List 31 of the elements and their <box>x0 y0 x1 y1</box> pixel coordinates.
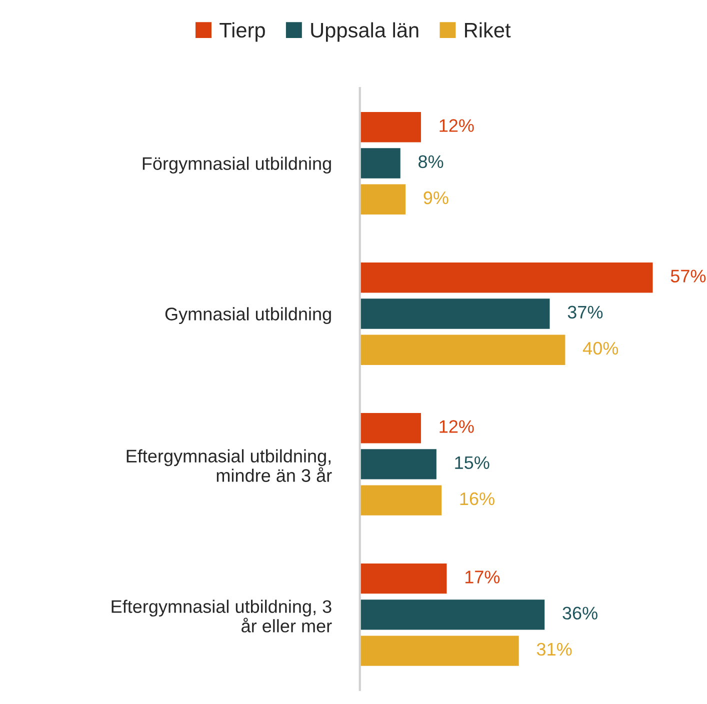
bar <box>360 333 567 366</box>
y-tick-label: Gymnasial utbildning <box>165 307 331 324</box>
bar <box>360 562 448 596</box>
y-tick-label: Eftergymnasial utbildning, mindre än 3 år <box>126 449 332 482</box>
data-label: 36% <box>562 606 598 620</box>
legend-label: Tierp <box>220 22 265 42</box>
data-label: 12% <box>440 420 474 433</box>
data-label: 16% <box>460 492 494 506</box>
legend-label: Riket <box>465 22 511 38</box>
bar <box>360 182 407 216</box>
y-tick-label: Eftergymnasial utbildning, 3 år eller mer <box>112 600 332 632</box>
legend-label: Uppsala län <box>311 22 418 42</box>
bar <box>360 110 422 144</box>
bar <box>360 448 438 481</box>
bar <box>360 146 402 180</box>
data-label: 37% <box>568 306 603 319</box>
data-label: 15% <box>455 456 490 470</box>
data-label: 9% <box>424 191 448 204</box>
data-label: 12% <box>440 119 474 132</box>
y-tick-label: Förgymnasial utbildning <box>142 156 331 174</box>
bar <box>360 484 443 517</box>
data-label: 57% <box>670 270 706 282</box>
bar <box>360 412 422 445</box>
bar <box>360 634 520 668</box>
data-label: 17% <box>465 570 500 584</box>
data-label: 8% <box>418 155 444 168</box>
data-label: 31% <box>536 642 572 656</box>
bar <box>360 297 552 330</box>
bar <box>360 261 654 294</box>
bar <box>360 598 546 632</box>
data-label: 40% <box>582 342 618 355</box>
